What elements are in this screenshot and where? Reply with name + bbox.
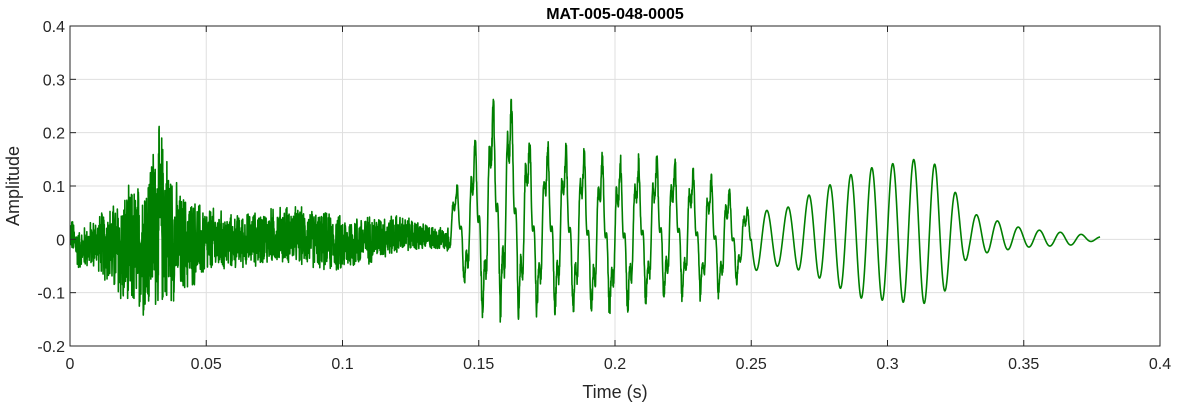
x-tick-label: 0 [66,356,75,373]
y-tick-label: 0.1 [43,179,65,196]
x-tick-label: 0.2 [604,356,626,373]
x-tick-label: 0.4 [1149,356,1171,373]
x-tick-label: 0.1 [331,356,353,373]
x-tick-label: 0.35 [1008,356,1039,373]
y-tick-label: -0.1 [37,286,65,303]
y-tick-label: 0.3 [43,72,65,89]
x-tick-label: 0.25 [736,356,767,373]
y-tick-label: 0.4 [43,19,65,36]
x-tick-label: 0.15 [463,356,494,373]
tick-marks [69,25,1161,347]
y-tick-label: -0.2 [37,339,65,356]
y-tick-labels: -0.2 -0.1 0 0.1 0.2 0.3 0.4 [37,19,65,356]
chart-title: MAT-005-048-0005 [546,6,684,23]
x-tick-label: 0.05 [191,356,222,373]
y-axis-label: Amplitude [3,146,23,226]
x-tick-labels: 0 0.05 0.1 0.15 0.2 0.25 0.3 0.35 0.4 [66,356,1172,373]
x-tick-label: 0.3 [876,356,898,373]
waveform-series-line [70,98,1101,323]
y-tick-label: 0 [56,232,65,249]
series-layer [70,98,1101,323]
y-tick-label: 0.2 [43,126,65,143]
x-axis-label: Time (s) [582,382,647,402]
